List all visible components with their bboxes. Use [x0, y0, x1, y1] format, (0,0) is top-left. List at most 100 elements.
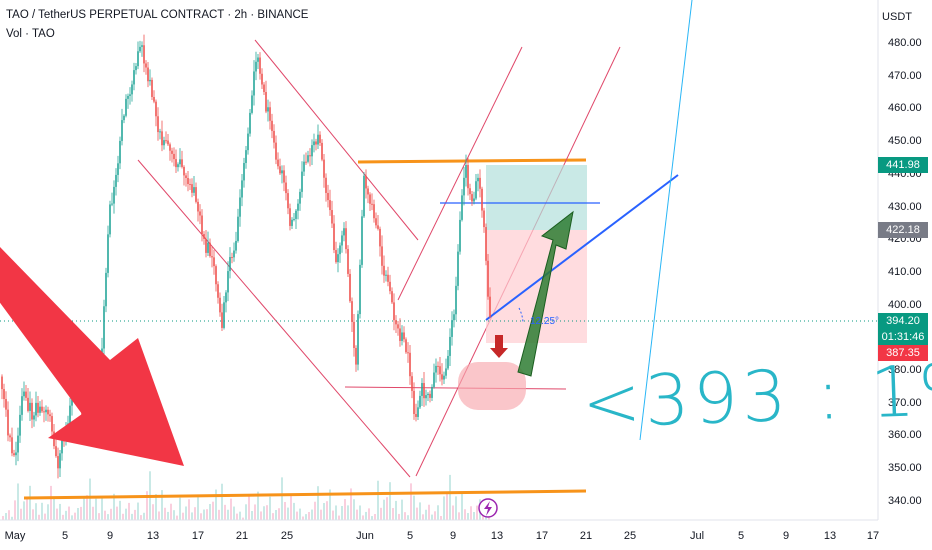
countdown-badge: 01:31:46: [878, 329, 928, 345]
volume-bar: [326, 501, 328, 520]
candle-body: [353, 321, 355, 348]
candle-body: [189, 184, 191, 186]
candle-body: [273, 130, 275, 143]
volume-bar: [437, 505, 439, 520]
volume-bar: [209, 504, 211, 520]
volume-bar: [386, 497, 388, 520]
volume-bar: [377, 480, 379, 520]
candle-body: [373, 204, 375, 219]
volume-bar: [41, 502, 43, 520]
volume-bar: [260, 511, 262, 520]
small-down-arrow: [490, 335, 508, 358]
volume-bar: [23, 501, 25, 520]
chart-title[interactable]: TAO / TetherUS PERPETUAL CONTRACT · 2h ·…: [6, 9, 309, 21]
candle-body: [233, 250, 235, 258]
candle-body: [171, 150, 173, 154]
volume-bar: [284, 501, 286, 520]
candle-body: [297, 203, 299, 211]
volume-indicator-label[interactable]: Vol · TAO: [6, 28, 55, 40]
candle-body: [361, 216, 363, 265]
volume-bar: [68, 506, 70, 520]
candle-body: [115, 174, 117, 187]
candle-body: [401, 332, 403, 341]
volume-bar: [176, 515, 178, 520]
volume-bar: [368, 508, 370, 520]
candle-body: [181, 159, 183, 167]
candle-body: [159, 131, 161, 133]
volume-bar: [335, 505, 337, 520]
candle-body: [183, 166, 185, 176]
candle-body: [139, 46, 141, 52]
time-tick-label: 25: [623, 530, 637, 542]
volume-bar: [92, 506, 94, 520]
candle-body: [447, 355, 449, 369]
time-tick-label: 9: [782, 530, 790, 542]
candle-body: [105, 272, 107, 307]
candle-body: [349, 273, 351, 302]
candle-body: [435, 365, 437, 373]
candle-body: [291, 219, 293, 226]
time-tick-label: Jul: [689, 530, 705, 542]
candle-body: [407, 352, 409, 354]
volume-bar: [452, 505, 454, 520]
volume-bar: [26, 499, 28, 520]
volume-bar: [167, 511, 169, 520]
candle-body: [397, 324, 399, 329]
volume-bar: [125, 508, 127, 520]
candle-body: [381, 246, 383, 266]
candle-body: [289, 208, 291, 226]
candle-body: [153, 96, 155, 102]
buy-zone-highlight: [458, 362, 526, 410]
price-tick-label: 340.00: [888, 494, 922, 507]
candle-body: [351, 301, 353, 322]
candle-body: [213, 257, 215, 267]
candle-body: [165, 140, 167, 142]
candle-body: [307, 155, 309, 162]
candle-body: [103, 306, 105, 349]
candle-body: [217, 284, 219, 298]
candle-body: [121, 120, 123, 141]
candle-body: [375, 218, 377, 226]
volume-bar: [227, 509, 229, 520]
blue-trend-line: [485, 174, 679, 321]
volume-bar: [56, 508, 58, 520]
time-tick-label: 17: [535, 530, 549, 542]
volume-bar: [458, 512, 460, 520]
volume-bar: [29, 485, 31, 520]
price-tick-label: 430.00: [888, 200, 922, 213]
volume-bar: [98, 513, 100, 520]
time-tick-label: 5: [61, 530, 69, 542]
candle-body: [209, 242, 211, 257]
candle-body: [315, 141, 317, 145]
candle-body: [229, 257, 231, 272]
candle-body: [187, 177, 189, 185]
volume-bar: [419, 502, 421, 520]
candle-body: [27, 397, 29, 411]
volume-bar: [251, 510, 253, 520]
currency-unit-label: USDT: [882, 11, 912, 23]
volume-bar: [104, 510, 106, 520]
channel-lower-line: [137, 159, 411, 478]
candle-body: [363, 175, 365, 217]
candle-body: [269, 107, 271, 121]
volume-bar: [164, 507, 166, 520]
volume-bar: [161, 490, 163, 520]
volume-bar: [158, 511, 160, 520]
candle-body: [431, 386, 433, 398]
volume-bar: [467, 513, 469, 520]
volume-bar: [338, 515, 340, 520]
candle-body: [325, 177, 327, 193]
candle-body: [35, 402, 37, 416]
candle-body: [247, 133, 249, 151]
volume-bar: [233, 506, 235, 520]
volume-bar: [77, 508, 79, 520]
volume-bar: [140, 515, 142, 520]
volume-bar: [296, 511, 298, 520]
time-tick-label: 21: [579, 530, 593, 542]
candle-body: [445, 368, 447, 376]
price-tick-label: 460.00: [888, 102, 922, 115]
volume-bar: [425, 509, 427, 520]
volume-bar: [170, 503, 172, 520]
